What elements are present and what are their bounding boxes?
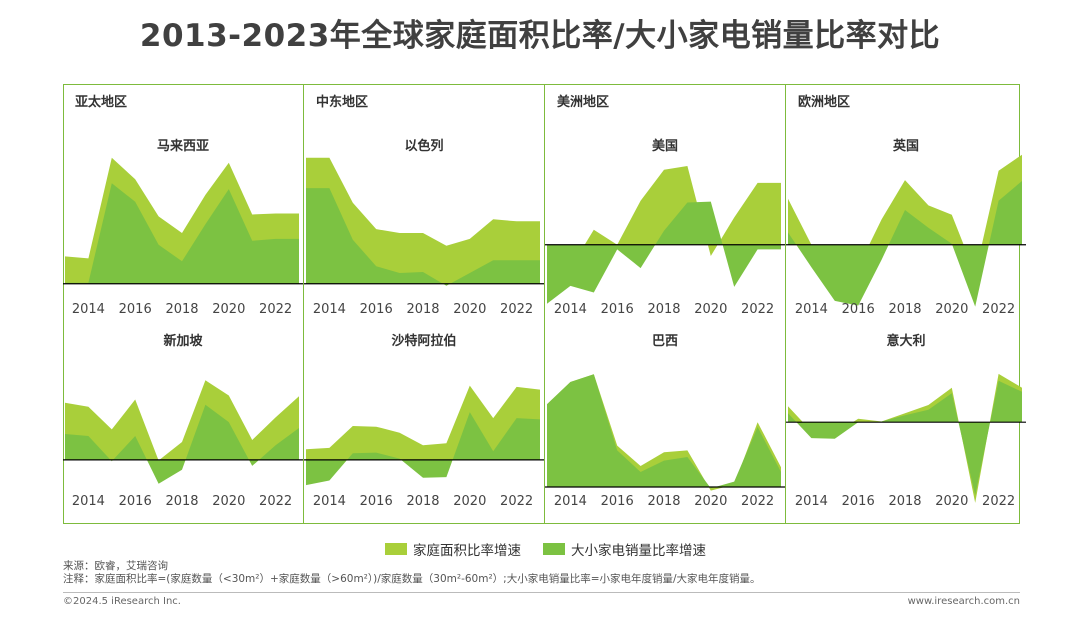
source-note: 来源：欧睿，艾瑞咨询 [63, 560, 168, 572]
chart-grid-frame [63, 84, 1020, 524]
footer-divider [63, 592, 1020, 593]
x-tick-label: 2018 [647, 494, 680, 509]
legend-label: 家庭面积比率增速 [413, 543, 521, 559]
x-tick-label: 2018 [888, 302, 921, 317]
series-area [65, 183, 299, 284]
country-title: 意大利 [886, 334, 926, 349]
area-chart: 2014 2016 2018 2020 2022 [63, 380, 303, 509]
area-chart: 2014 2016 2018 2020 2022 [786, 373, 1026, 509]
x-tick-label: 2022 [741, 494, 774, 509]
area-chart: 2014 2016 2018 2020 2022 [786, 154, 1026, 317]
area-chart: 2014 2016 2018 2020 2022 [63, 157, 303, 317]
x-tick-label: 2022 [982, 302, 1015, 317]
area-chart: 2014 2016 2018 2020 2022 [545, 166, 785, 317]
country-title: 以色列 [404, 139, 444, 154]
x-tick-label: 2014 [72, 494, 105, 509]
x-tick-label: 2020 [935, 302, 968, 317]
x-tick-label: 2020 [453, 302, 486, 317]
chart-panel: 意大利 2014 2016 2018 2020 2022 [786, 325, 1026, 523]
panel-divider [303, 84, 304, 524]
x-tick-label: 2020 [453, 494, 486, 509]
x-tick-label: 2016 [842, 302, 875, 317]
x-tick-label: 2014 [313, 494, 346, 509]
series-area [65, 380, 299, 461]
panel-divider [785, 84, 786, 524]
legend-item-area-ratio: 家庭面积比率增速 [385, 539, 521, 559]
x-tick-label: 2014 [554, 494, 587, 509]
legend: 家庭面积比率增速 大小家电销量比率增速 [385, 539, 728, 559]
x-tick-label: 2022 [259, 494, 292, 509]
x-tick-label: 2016 [360, 302, 393, 317]
x-tick-label: 2018 [406, 494, 439, 509]
x-tick-label: 2022 [741, 302, 774, 317]
chart-panel: 亚太地区马来西亚 2014 2016 2018 2020 2022 [63, 85, 303, 323]
x-tick-label: 2018 [406, 302, 439, 317]
x-tick-label: 2016 [119, 302, 152, 317]
website: www.iresearch.com.cn [907, 596, 1020, 607]
x-tick-label: 2016 [601, 302, 634, 317]
area-chart: 2014 2016 2018 2020 2022 [545, 374, 785, 509]
chart-panel: 新加坡 2014 2016 2018 2020 2022 [63, 325, 303, 523]
x-tick-label: 2014 [795, 494, 828, 509]
country-title: 马来西亚 [156, 139, 209, 154]
chart-panel: 美洲地区美国 2014 2016 2018 2020 2022 [545, 85, 785, 323]
series-area [306, 157, 540, 284]
area-chart: 2014 2016 2018 2020 2022 [304, 157, 544, 317]
legend-item-appliance-ratio: 大小家电销量比率增速 [543, 539, 706, 559]
x-tick-label: 2022 [982, 494, 1015, 509]
region-label: 欧洲地区 [798, 95, 851, 110]
x-tick-label: 2020 [935, 494, 968, 509]
country-title: 沙特阿拉伯 [391, 334, 457, 349]
region-label: 中东地区 [316, 95, 369, 110]
series-area [788, 181, 1022, 307]
chart-panel: 欧洲地区英国 2014 2016 2018 2020 2022 [786, 85, 1026, 323]
x-tick-label: 2022 [259, 302, 292, 317]
copyright: ©2024.5 iResearch Inc. [63, 596, 181, 607]
series-area [547, 374, 781, 489]
country-title: 巴西 [651, 334, 678, 349]
x-tick-label: 2020 [212, 302, 245, 317]
x-tick-label: 2014 [313, 302, 346, 317]
series-area [788, 380, 1022, 496]
legend-label: 大小家电销量比率增速 [571, 543, 706, 559]
country-title: 英国 [892, 139, 919, 154]
series-area [547, 166, 781, 269]
x-tick-label: 2018 [647, 302, 680, 317]
x-tick-label: 2016 [360, 494, 393, 509]
country-title: 美国 [651, 139, 678, 154]
x-tick-label: 2016 [119, 494, 152, 509]
country-title: 新加坡 [163, 334, 203, 349]
x-tick-label: 2014 [72, 302, 105, 317]
region-label: 美洲地区 [557, 95, 610, 110]
x-tick-label: 2020 [212, 494, 245, 509]
x-tick-label: 2016 [842, 494, 875, 509]
area-chart: 2014 2016 2018 2020 2022 [304, 385, 544, 509]
series-area [547, 201, 781, 304]
definition-note: 注释：家庭面积比率=(家庭数量（<30m²）+家庭数量（>60m²）)/家庭数量… [63, 573, 761, 585]
x-tick-label: 2014 [554, 302, 587, 317]
x-tick-label: 2016 [601, 494, 634, 509]
series-area [306, 412, 540, 486]
chart-panel: 巴西 2014 2016 2018 2020 2022 [545, 325, 785, 523]
x-tick-label: 2018 [165, 494, 198, 509]
series-area [306, 188, 540, 286]
x-tick-label: 2018 [165, 302, 198, 317]
notes: 来源：欧睿，艾瑞咨询 注释：家庭面积比率=(家庭数量（<30m²）+家庭数量（>… [63, 560, 761, 586]
chart-panel: 沙特阿拉伯 2014 2016 2018 2020 2022 [304, 325, 544, 523]
panel-divider [544, 84, 545, 524]
chart-title: 2013-2023年全球家庭面积比率/大小家电销量比率对比 [139, 18, 941, 54]
x-tick-label: 2018 [888, 494, 921, 509]
x-tick-label: 2022 [500, 494, 533, 509]
x-tick-label: 2020 [694, 494, 727, 509]
x-tick-label: 2020 [694, 302, 727, 317]
region-label: 亚太地区 [75, 95, 128, 110]
legend-swatch [385, 543, 407, 555]
series-area [65, 404, 299, 484]
chart-panel: 中东地区以色列 2014 2016 2018 2020 2022 [304, 85, 544, 323]
x-tick-label: 2022 [500, 302, 533, 317]
x-tick-label: 2014 [795, 302, 828, 317]
legend-swatch [543, 543, 565, 555]
